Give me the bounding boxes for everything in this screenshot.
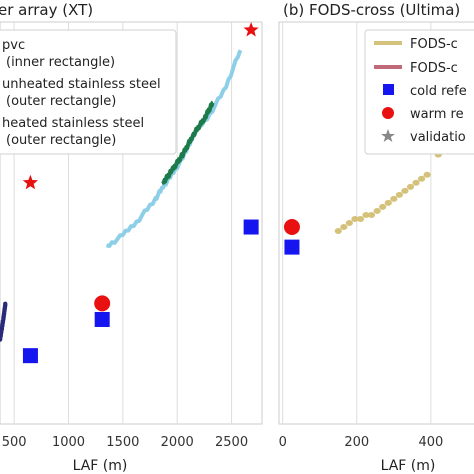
- marker-b-0-circle: [283, 219, 300, 236]
- series-b-0-point-2: [345, 220, 353, 226]
- series-a-2-trace: [161, 100, 215, 185]
- marker-a-1-square: [94, 311, 110, 327]
- legend-b-entry-2-label: FODS-c: [410, 61, 458, 76]
- panel-a: 500 1000 1500 2000 2500 er array (XT) LAF (m…: [0, 1, 263, 474]
- x-tick-label-a-3: 2000: [161, 435, 194, 450]
- panel-b-x-axis-label: LAF (m): [381, 458, 436, 474]
- series-b-0-point-1: [340, 224, 348, 231]
- x-tick-label-a-0: 500: [2, 435, 27, 450]
- series-b-0-point-9: [384, 199, 392, 206]
- series-b-0-point-3: [351, 215, 359, 222]
- series-b-0-point-6: [367, 211, 376, 218]
- x-tick-label-a-2: 1500: [106, 435, 139, 450]
- x-tick-label-b-0: 0: [279, 435, 287, 450]
- panel-a-legend: pvc (inner rectangle) unheated stainless…: [0, 29, 177, 155]
- legend-a-entry-1-sublabel: (inner rectangle): [6, 55, 115, 70]
- series-b-0-point-13: [406, 183, 415, 190]
- panel-a-marks: [0, 22, 259, 364]
- legend-b-entry-4-swatch: [382, 107, 394, 119]
- series-a-0-trace: [0, 301, 8, 342]
- marker-a-2-square: [243, 219, 259, 235]
- series-b-0-point-8: [379, 203, 387, 210]
- x-tick-label-b-1: 200: [344, 435, 369, 450]
- panel-a-legend-box: [0, 29, 177, 155]
- legend-a-entry-3-sublabel: (outer rectangle): [6, 133, 116, 148]
- series-b-0-point-11: [395, 191, 403, 198]
- panel-a-ticks: 500 1000 1500 2000 2500: [2, 435, 248, 450]
- marker-b-1-square: [284, 239, 300, 255]
- series-b-0-point-4: [356, 215, 365, 222]
- legend-b-entry-3-swatch: [383, 84, 394, 95]
- panel-b-legend-box: [364, 29, 474, 155]
- series-b-0-point-0: [334, 228, 342, 235]
- legend-a-entry-3-label: heated stainless steel: [2, 116, 144, 131]
- series-b-0-point-14: [412, 179, 420, 186]
- legend-a-entry-2-sublabel: (outer rectangle): [6, 94, 116, 109]
- marker-a-0-square: [22, 348, 38, 364]
- x-tick-label-b-2: 400: [418, 435, 443, 450]
- series-b-0-point-16: [423, 171, 431, 178]
- legend-a-entry-1-label: pvc: [2, 38, 25, 53]
- panel-a-x-axis-label: LAF (m): [73, 458, 128, 474]
- panel-b-title: (b) FODS-cross (Ultima): [283, 1, 460, 19]
- marker-a-5-star: [243, 22, 259, 37]
- panel-b-legend: FODS-c FODS-c cold refe warm re validati…: [364, 29, 474, 155]
- series-b-0-point-5: [362, 211, 370, 218]
- series-b-0-point-7: [373, 207, 381, 214]
- legend-b-entry-5-swatch: [381, 129, 395, 142]
- panel-b-ticks: 0 200 400: [279, 435, 444, 450]
- panel-a-title: er array (XT): [0, 1, 93, 19]
- legend-b-entry-3-label: cold refe: [410, 84, 467, 99]
- legend-a-entry-2-label: unheated stainless steel: [2, 77, 161, 92]
- legend-b-entry-1-label: FODS-c: [410, 37, 458, 52]
- x-tick-label-a-1: 1000: [52, 435, 85, 450]
- marker-a-3-circle: [94, 295, 111, 312]
- marker-a-4-star: [22, 174, 38, 190]
- series-b-0-point-10: [390, 195, 398, 202]
- x-tick-label-a-4: 2500: [215, 435, 248, 450]
- series-b-0-point-12: [401, 187, 409, 194]
- legend-b-entry-4-label: warm re: [410, 107, 464, 122]
- legend-b-entry-5-label: validatio: [410, 130, 466, 145]
- panel-b: 0 200 400 (b) FODS-cross (Ultima) LAF (m) …: [278, 1, 474, 474]
- series-b-0-point-15: [417, 175, 426, 182]
